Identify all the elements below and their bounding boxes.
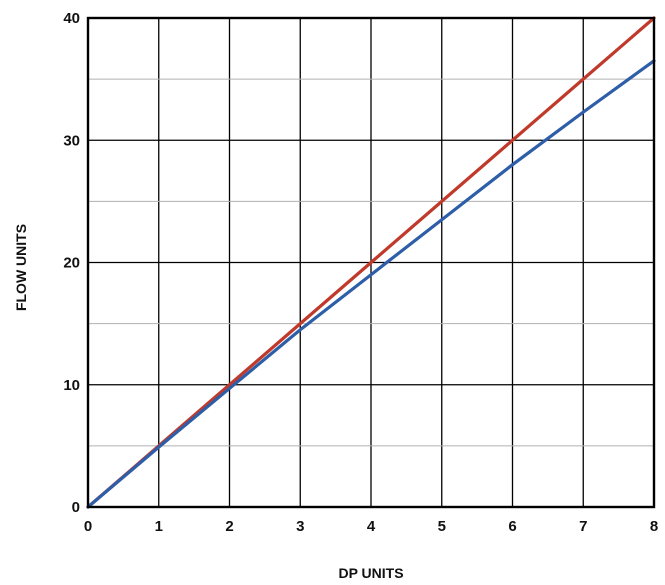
x-tick-label-1: 1 (155, 518, 163, 535)
y-tick-label-20: 20 (63, 255, 80, 272)
x-tick-label-6: 6 (508, 518, 516, 535)
plot-border (86, 16, 656, 509)
x-tick-label-0: 0 (84, 518, 92, 535)
x-tick-label-3: 3 (296, 518, 304, 535)
x-tick-label-8: 8 (650, 518, 658, 535)
y-tick-label-0: 0 (72, 499, 80, 516)
x-tick-label-5: 5 (438, 518, 446, 535)
x-axis-title: DP UNITS (338, 565, 403, 581)
y-tick-label-10: 10 (63, 377, 80, 394)
series-line-2 (86, 59, 656, 509)
x-tick-label-2: 2 (225, 518, 233, 535)
y-axis-title: FLOW UNITS (13, 224, 29, 311)
y-tick-label-40: 40 (63, 10, 80, 27)
x-tick-label-7: 7 (579, 518, 587, 535)
tick-labels: 0 1 2 3 4 5 6 7 8 0 10 20 30 40 (63, 10, 658, 535)
y-tick-label-30: 30 (63, 132, 80, 149)
grid-lines (88, 18, 654, 507)
plot-frame (86, 16, 656, 509)
x-tick-label-4: 4 (367, 518, 376, 535)
series-lines (86, 16, 656, 509)
